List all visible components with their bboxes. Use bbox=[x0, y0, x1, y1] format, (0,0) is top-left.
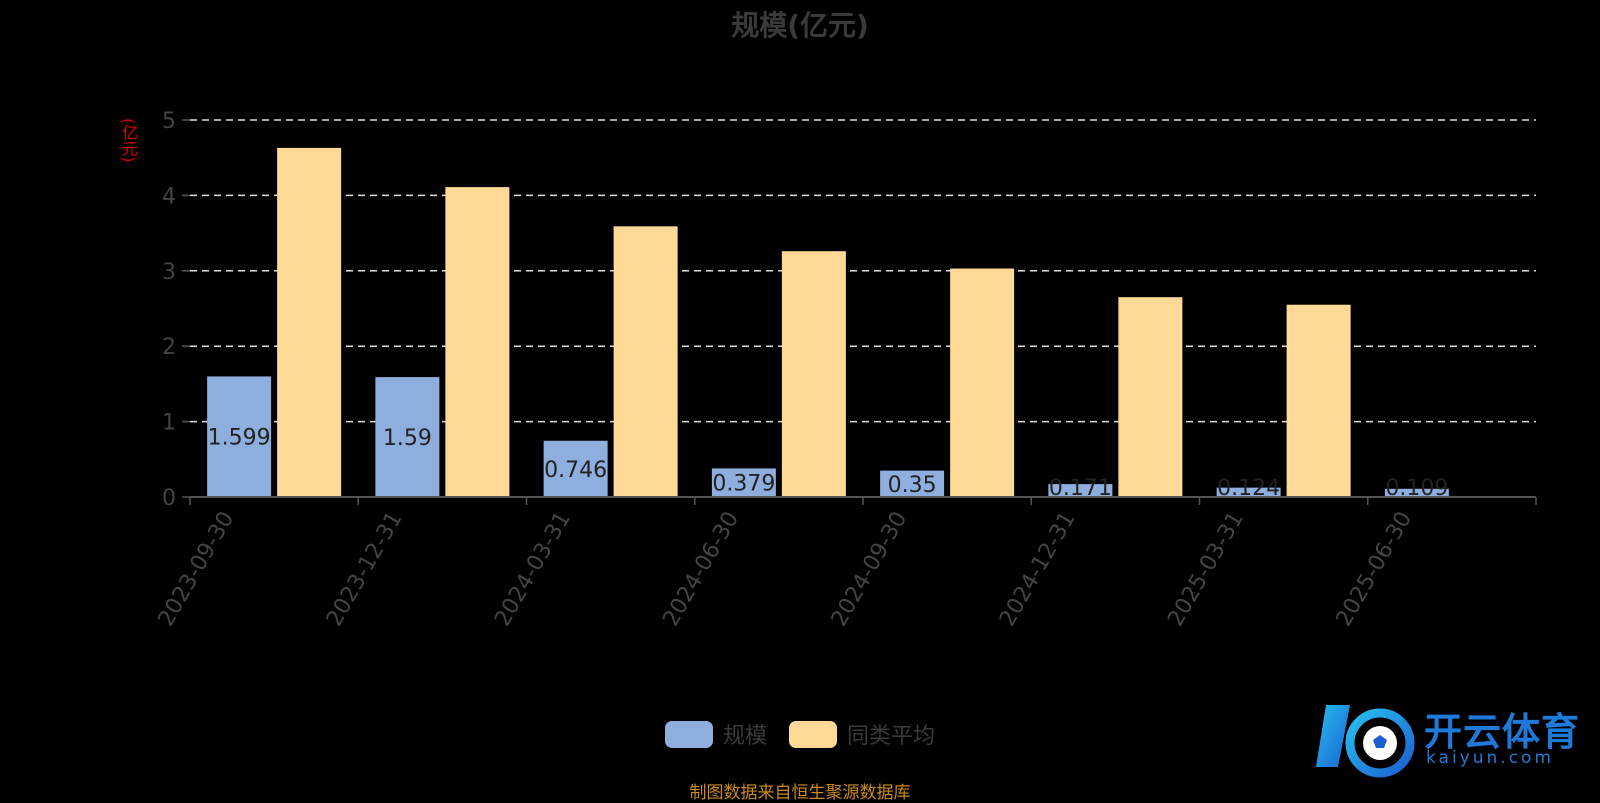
bar-scale bbox=[1216, 487, 1281, 497]
y-axis-unit-label: (亿元) bbox=[119, 118, 138, 163]
bar-peer-average bbox=[613, 226, 678, 497]
bar-scale bbox=[543, 440, 608, 497]
y-tick-label: 4 bbox=[162, 184, 176, 209]
soccer-ball-icon bbox=[1316, 705, 1415, 778]
x-tick-label: 2023-09-30 bbox=[154, 508, 240, 631]
legend: 规模 同类平均 bbox=[0, 718, 1600, 750]
bar-peer-average bbox=[445, 187, 510, 497]
legend-item-scale[interactable]: 规模 bbox=[664, 718, 767, 750]
bar-scale bbox=[1048, 484, 1113, 497]
x-tick-label: 2024-12-31 bbox=[995, 508, 1081, 631]
bar-scale bbox=[880, 470, 945, 497]
watermark-brand: 开云体育 bbox=[1424, 710, 1581, 754]
bar-peer-average bbox=[1286, 304, 1351, 497]
bar-scale bbox=[1384, 488, 1449, 497]
x-axis-ticks: 2023-09-30 2023-12-31 2024-03-31 2024-06-30… bbox=[154, 508, 1417, 631]
watermark-logo: 开云体育 kaiyun.com bbox=[1316, 695, 1592, 785]
x-tick-label: 2023-12-31 bbox=[322, 508, 408, 631]
data-label: 0.746 bbox=[544, 458, 607, 483]
bar-scale bbox=[375, 377, 440, 497]
x-tick-label: 2025-06-30 bbox=[1331, 508, 1417, 631]
y-axis-ticks: 0 1 2 3 4 5 bbox=[162, 109, 190, 511]
legend-label-scale: 规模 bbox=[722, 724, 767, 749]
x-tick-label: 2024-06-30 bbox=[658, 508, 744, 631]
legend-label-peer-average: 同类平均 bbox=[847, 724, 936, 749]
y-tick-label: 5 bbox=[162, 109, 176, 134]
y-tick-label: 2 bbox=[162, 335, 176, 360]
x-axis bbox=[189, 496, 1537, 505]
bar-scale bbox=[207, 376, 272, 497]
bar-peer-average bbox=[950, 268, 1015, 497]
data-label: 0.35 bbox=[888, 473, 937, 498]
y-tick-label: 1 bbox=[162, 411, 176, 436]
x-tick-label: 2024-03-31 bbox=[490, 508, 576, 631]
bar-peer-average bbox=[1118, 297, 1183, 497]
bar-peer-average bbox=[781, 251, 846, 497]
x-tick-label: 2025-03-31 bbox=[1163, 508, 1249, 631]
legend-swatch-scale bbox=[664, 720, 713, 748]
x-tick-label: 2024-09-30 bbox=[827, 508, 913, 631]
watermark-domain: kaiyun.com bbox=[1426, 748, 1555, 768]
legend-swatch-peer-average bbox=[789, 720, 837, 748]
bar-scale bbox=[711, 468, 776, 497]
bar-peer-average bbox=[277, 147, 342, 497]
legend-item-peer-average[interactable]: 同类平均 bbox=[789, 718, 935, 750]
y-tick-label: 0 bbox=[162, 486, 176, 511]
chart-title: 规模(亿元) bbox=[731, 9, 869, 42]
source-note: 制图数据来自恒生聚源数据库 bbox=[689, 783, 911, 803]
data-label: 1.599 bbox=[208, 426, 271, 451]
data-label: 1.59 bbox=[383, 426, 432, 451]
data-label: 0.379 bbox=[712, 472, 775, 497]
y-tick-label: 3 bbox=[162, 260, 176, 285]
bars bbox=[207, 147, 1449, 497]
